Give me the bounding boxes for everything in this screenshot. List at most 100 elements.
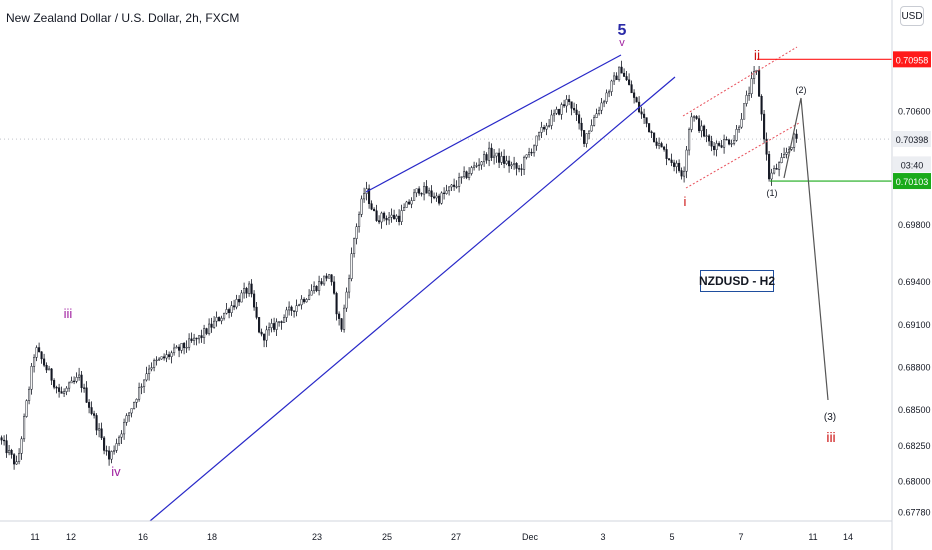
candle	[483, 150, 486, 167]
candle	[330, 274, 333, 286]
candle	[625, 70, 628, 82]
candle	[558, 108, 561, 116]
candle	[463, 166, 466, 179]
candle	[210, 317, 213, 333]
candle	[140, 383, 143, 395]
candle	[605, 89, 608, 104]
wedge-lower-line	[149, 76, 676, 522]
candle	[338, 311, 341, 326]
candle	[175, 345, 178, 349]
candle	[700, 120, 703, 138]
candle	[368, 184, 371, 209]
channel-upper-dotted	[682, 46, 798, 117]
candle	[155, 356, 158, 366]
candle	[310, 284, 313, 296]
candle	[500, 151, 503, 165]
candle	[708, 134, 711, 146]
candle	[318, 275, 321, 296]
price-axis-tick: 0.68500	[898, 405, 931, 415]
candle	[13, 453, 16, 470]
candle	[298, 303, 301, 307]
candle	[285, 306, 288, 322]
candle	[275, 318, 278, 336]
candle	[360, 195, 363, 218]
candle	[53, 378, 56, 390]
candle	[293, 310, 296, 318]
candle	[160, 356, 163, 360]
candle	[63, 388, 66, 398]
price-axis-tick: 0.69800	[898, 220, 931, 230]
candle	[773, 165, 776, 175]
candle	[420, 192, 423, 197]
candle	[588, 130, 591, 140]
candle	[323, 275, 326, 286]
candle	[485, 152, 488, 164]
price-axis-tick: 0.68250	[898, 441, 931, 451]
time-axis-tick: Dec	[522, 532, 539, 542]
candle	[143, 379, 146, 393]
candle	[128, 412, 131, 422]
candle	[783, 147, 786, 159]
currency-button[interactable]: USD	[900, 6, 924, 26]
candle	[118, 435, 121, 446]
time-axis-tick: 12	[66, 532, 76, 542]
candle	[270, 318, 273, 333]
candle	[688, 127, 691, 156]
candle	[243, 282, 246, 299]
candle	[475, 162, 478, 168]
candle	[165, 350, 168, 363]
candle	[265, 325, 268, 348]
candle	[278, 321, 281, 327]
candle	[473, 161, 476, 171]
candle	[518, 165, 521, 173]
wave-label: 5	[618, 22, 627, 39]
candle	[415, 188, 418, 198]
candle	[490, 143, 493, 162]
candle	[498, 148, 501, 169]
candle	[465, 170, 468, 180]
candle	[405, 200, 408, 208]
candle	[478, 158, 481, 171]
candle	[58, 383, 61, 398]
candle	[548, 118, 551, 128]
candle	[735, 125, 738, 142]
candle	[305, 298, 308, 303]
candle	[355, 223, 358, 245]
candle	[618, 66, 621, 82]
candle	[18, 448, 21, 465]
candle	[95, 413, 98, 436]
time-axis-tick: 23	[312, 532, 322, 542]
chart-title: New Zealand Dollar / U.S. Dollar, 2h, FX…	[6, 11, 240, 25]
candle	[413, 189, 416, 201]
candle	[775, 163, 778, 170]
candle	[755, 69, 758, 75]
candle	[573, 102, 576, 113]
candle	[303, 297, 306, 304]
candle	[610, 79, 613, 96]
candle	[343, 304, 346, 333]
candle	[398, 209, 401, 226]
wave-label: iv	[111, 464, 121, 479]
candle	[793, 132, 796, 152]
candle	[540, 121, 543, 139]
candle	[428, 187, 431, 197]
candle	[185, 340, 188, 353]
candle	[100, 422, 103, 441]
candle	[195, 337, 198, 346]
candle	[65, 386, 68, 396]
candle	[495, 152, 498, 163]
candle	[108, 446, 111, 466]
candle	[535, 135, 538, 151]
candle	[748, 86, 751, 101]
wave-label: i	[684, 194, 687, 209]
candle	[218, 316, 221, 322]
candle	[25, 399, 28, 418]
candle	[598, 106, 601, 116]
candle	[503, 149, 506, 169]
price-axis-tick: 0.69100	[898, 320, 931, 330]
price-axis-tick: 0.67780	[898, 508, 931, 518]
wave-label: iii	[64, 306, 73, 321]
candle	[533, 144, 536, 157]
candle	[663, 145, 666, 152]
